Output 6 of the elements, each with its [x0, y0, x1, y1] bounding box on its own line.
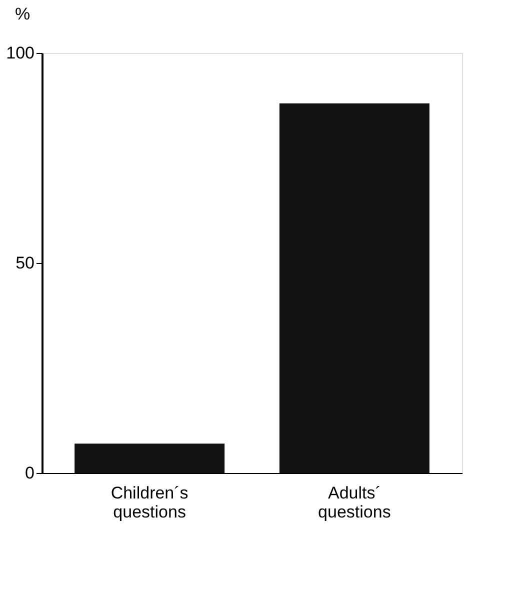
y-tick-label: 50 [16, 254, 34, 272]
y-tick-label: 0 [25, 464, 34, 482]
x-tick-label: Children´s questions [110, 484, 188, 522]
x-tick-label: Adults´ questions [318, 484, 391, 522]
y-axis-title: % [14, 4, 30, 24]
y-tick-label: 100 [6, 44, 34, 62]
